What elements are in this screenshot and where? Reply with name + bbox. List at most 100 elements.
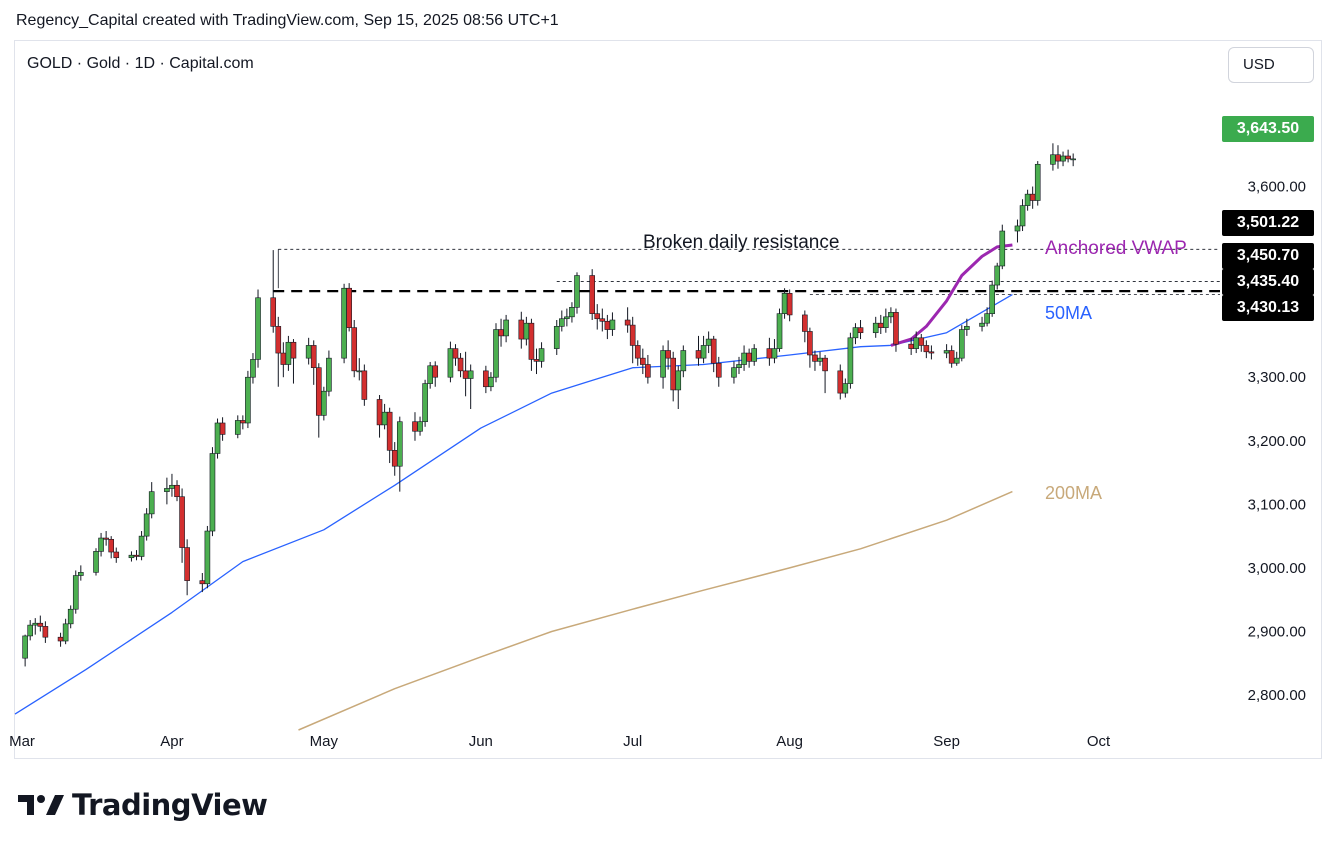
candle-body	[645, 364, 651, 378]
candle-body	[781, 293, 788, 314]
candle-body	[396, 421, 403, 467]
candle-body	[199, 580, 206, 585]
candle-body	[812, 354, 818, 362]
candle-body	[376, 399, 383, 426]
candle-body	[457, 357, 464, 372]
y-tick-label: 3,100.00	[1248, 496, 1306, 513]
tradingview-logo-icon	[18, 795, 64, 815]
candle-body	[710, 338, 717, 364]
candle-body	[528, 322, 535, 360]
candle-body	[214, 422, 221, 454]
ma50-line	[14, 294, 1013, 715]
candle-body	[928, 351, 935, 354]
candle-body	[245, 376, 251, 424]
tradingview-logo[interactable]: TradingView	[18, 788, 268, 822]
candle-body	[634, 345, 641, 359]
candle-body	[989, 284, 995, 314]
candle-body	[589, 275, 595, 314]
candle-body	[321, 390, 327, 416]
candle-body	[103, 537, 109, 540]
levels-layer	[273, 248, 1220, 295]
candle-body	[705, 338, 712, 346]
currency-selector[interactable]: USD	[1228, 47, 1314, 83]
candle-body	[1024, 193, 1031, 206]
candle-body	[837, 370, 844, 394]
candle-body	[391, 450, 398, 467]
candle-body	[675, 370, 682, 391]
candle-body	[219, 422, 226, 435]
price-badge: 3,643.50	[1222, 116, 1314, 142]
candle-body	[67, 608, 74, 625]
price-badge: 3,430.13	[1222, 295, 1314, 321]
candle-body	[148, 491, 155, 515]
candle-body	[700, 345, 707, 359]
candle-body	[270, 297, 277, 327]
labels-layer: Broken daily resistance Anchored VWAP 50MA…	[643, 232, 1187, 503]
candle-body	[857, 327, 864, 334]
candle-body	[1050, 154, 1056, 165]
candle-body	[62, 623, 69, 642]
x-tick-label: Jul	[623, 733, 642, 750]
candle-body	[179, 496, 185, 548]
candle-body	[427, 365, 433, 384]
candle-body	[923, 345, 930, 353]
candle-body	[736, 364, 742, 368]
candle-body	[847, 337, 854, 384]
candle-body	[538, 348, 545, 362]
x-tick-label: Sep	[933, 733, 960, 750]
candle-body	[57, 636, 64, 642]
candle-body	[422, 383, 428, 423]
candle-body	[518, 319, 525, 340]
candle-body	[746, 352, 752, 362]
candle-body	[138, 535, 145, 557]
candle-body	[1019, 205, 1026, 227]
candle-body	[184, 547, 190, 581]
vwap-line	[890, 243, 1013, 347]
candle-body	[715, 362, 722, 378]
candle-body	[741, 352, 747, 365]
candle-body	[731, 367, 737, 378]
ma200-label: 200MA	[1045, 483, 1102, 503]
candle-body	[984, 313, 990, 324]
y-tick-label: 3,600.00	[1248, 179, 1306, 196]
candle-body	[209, 453, 216, 532]
candle-body	[78, 572, 84, 576]
ma200-line	[298, 490, 1013, 731]
candle-body	[908, 343, 914, 349]
candle-body	[533, 359, 540, 362]
candle-body	[498, 329, 504, 337]
candle-body	[802, 314, 808, 332]
candle-body	[943, 350, 950, 354]
candle-body	[432, 365, 439, 378]
candle-body	[356, 370, 363, 373]
candle-body	[964, 326, 970, 330]
y-tick-label: 2,900.00	[1248, 623, 1306, 640]
candle-body	[842, 383, 849, 394]
candle-body	[695, 350, 702, 359]
candle-body	[133, 554, 140, 557]
candle-body	[807, 331, 813, 356]
candle-body	[1060, 155, 1066, 162]
candle-body	[629, 324, 636, 346]
candle-body	[42, 626, 49, 638]
candle-body	[462, 370, 469, 379]
candle-body	[488, 376, 494, 388]
candle-body	[958, 329, 965, 359]
x-tick-label: Oct	[1087, 733, 1111, 750]
candle-body	[1034, 163, 1041, 201]
price-badge: 3,435.40	[1222, 269, 1314, 295]
candle-body	[204, 530, 211, 585]
candle-body	[872, 322, 879, 334]
candle-body	[310, 345, 317, 368]
candles-layer	[22, 143, 1076, 667]
symbol-title[interactable]: GOLD · Gold · 1D · Capital.com	[27, 55, 254, 72]
candle-body	[255, 297, 261, 360]
x-tick-label: Mar	[9, 733, 35, 750]
candle-body	[817, 357, 823, 362]
candle-body	[893, 312, 899, 345]
candle-body	[412, 421, 418, 432]
candle-body	[1065, 155, 1071, 160]
candle-body	[670, 357, 676, 391]
candle-body	[1029, 193, 1036, 201]
